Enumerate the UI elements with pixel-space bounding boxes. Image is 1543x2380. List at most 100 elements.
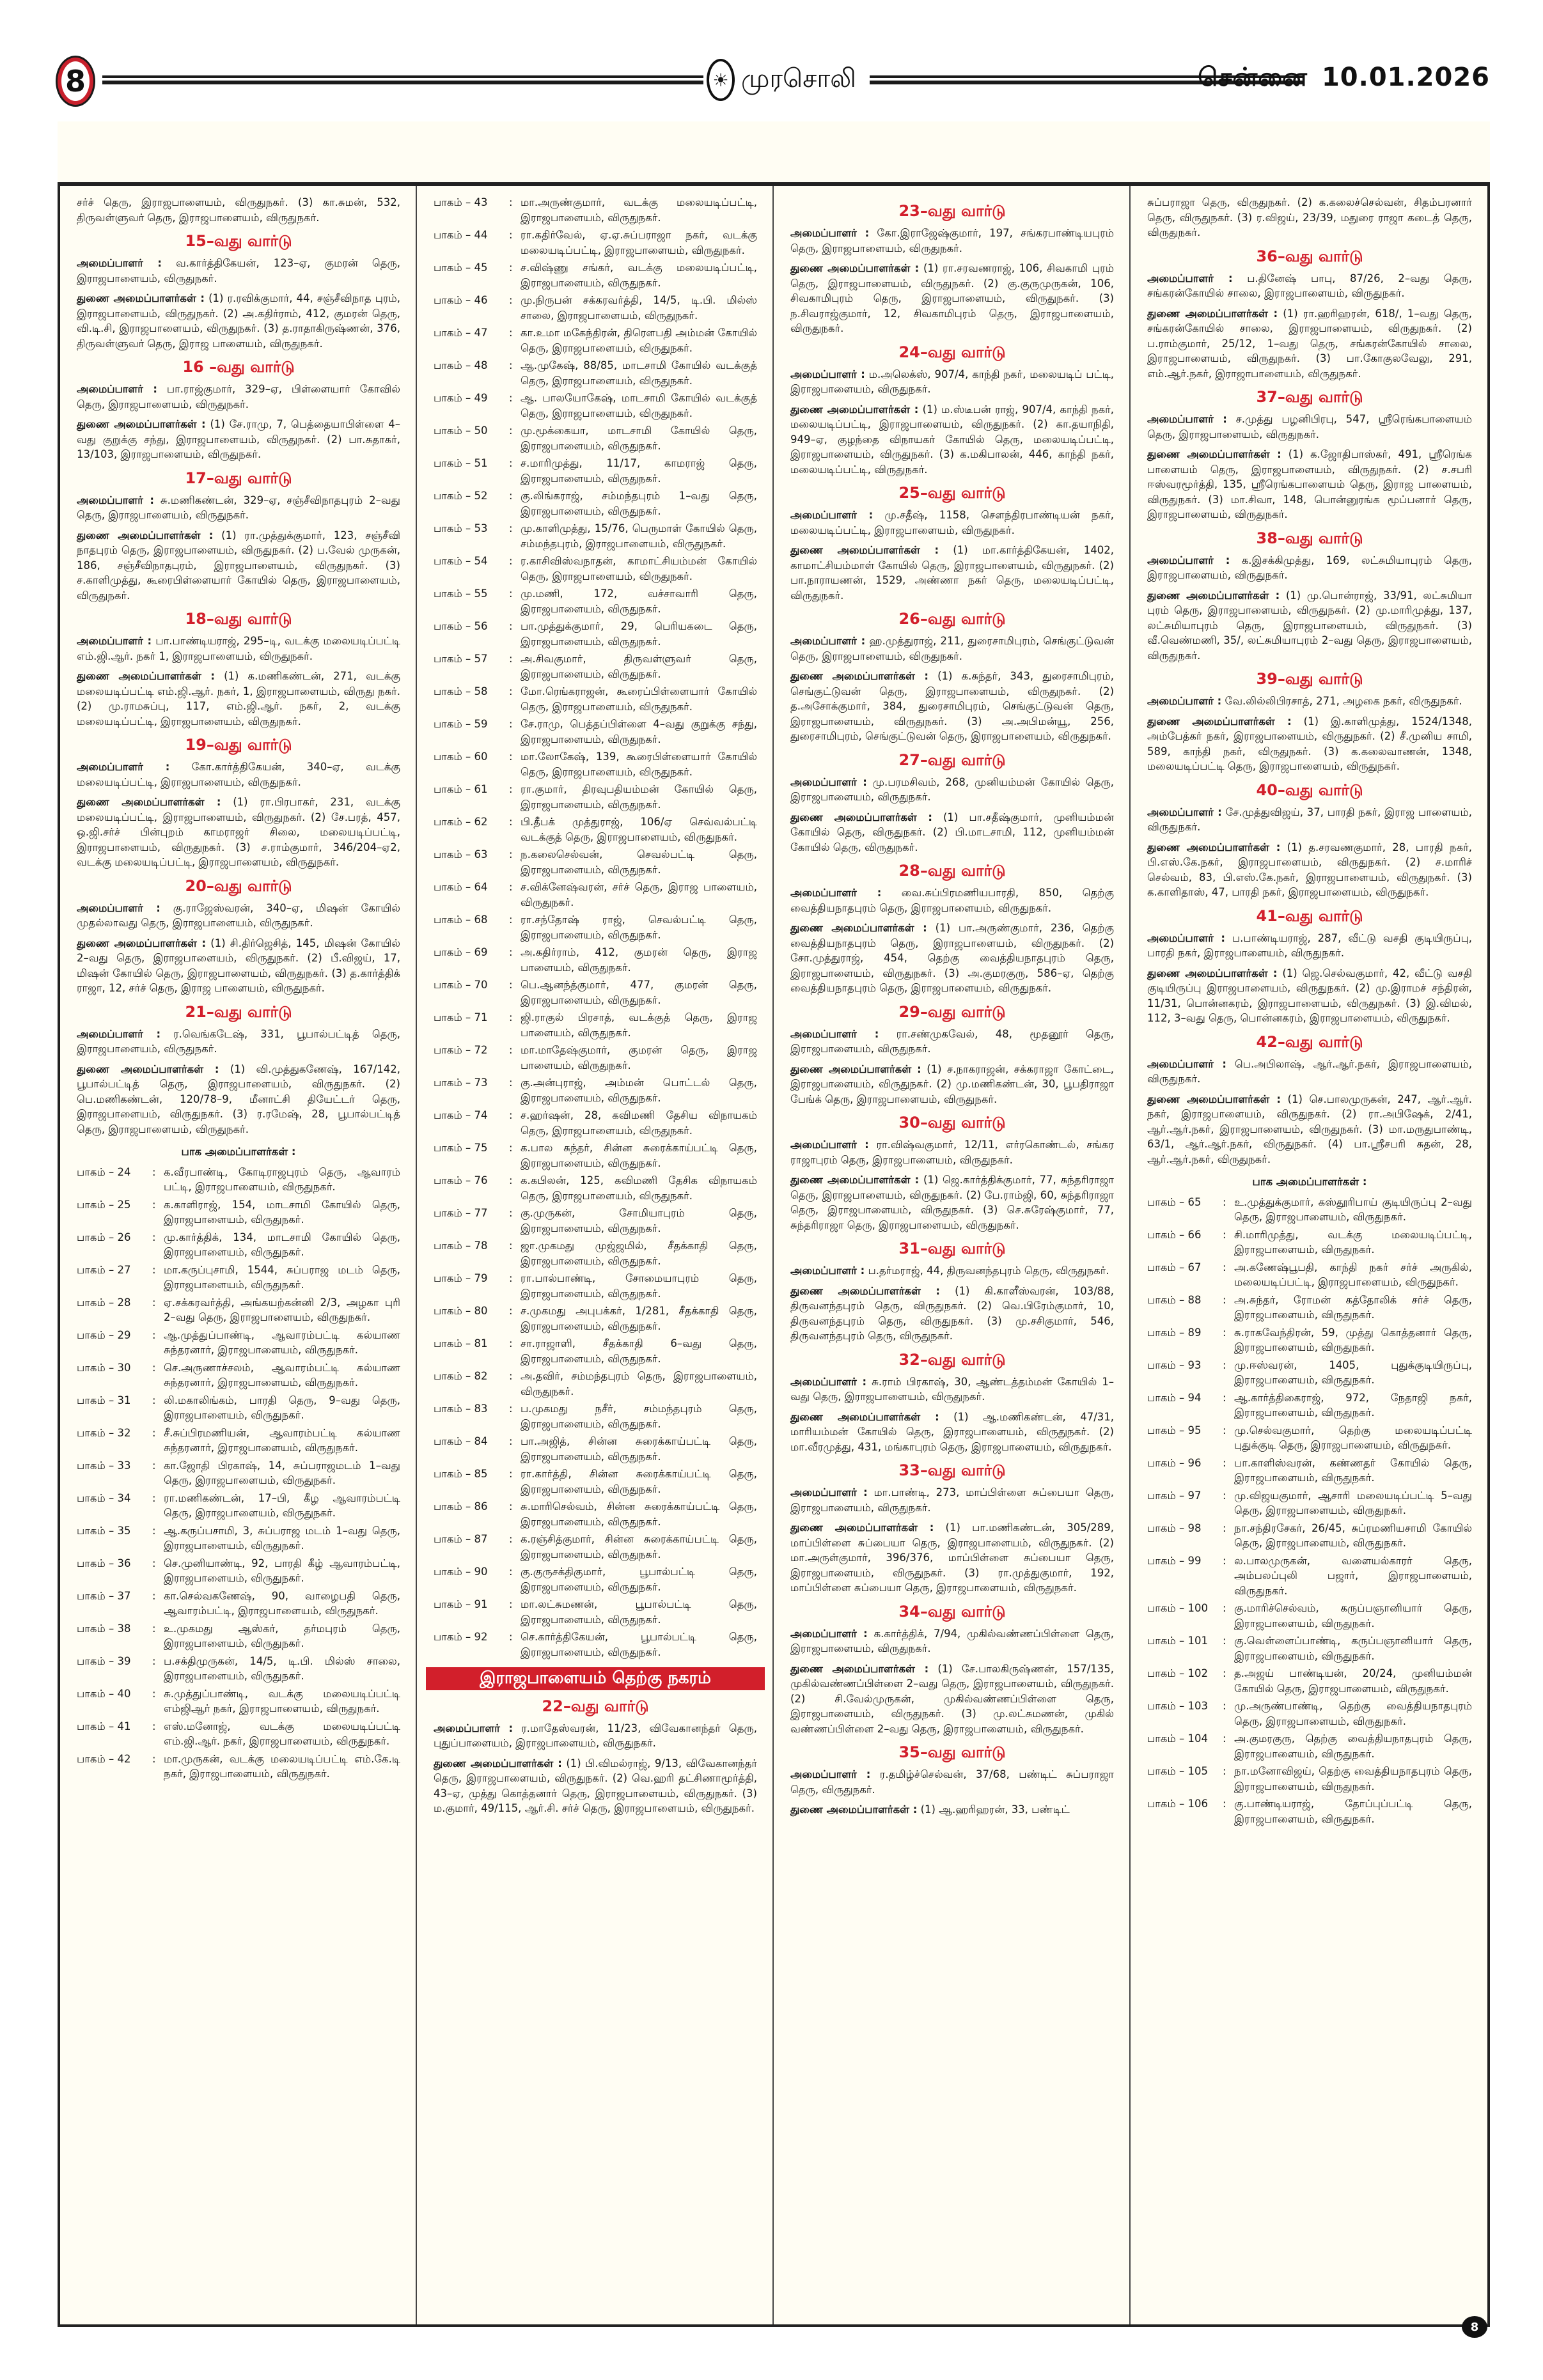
organizer-label: அமைப்பாளர் : (1147, 805, 1222, 818)
deputies-label: துணை அமைப்பாளர்கள் : (1147, 967, 1278, 979)
deputies-text: (1) ரா.சரவணராஜ், 106, சிவகாமி புரம் தெரு… (790, 262, 1114, 334)
booth-separator: : (152, 1589, 156, 1602)
booth-organizer: த.அஜய் பாண்டியன், 20/24, முனியம்மன் கோயி… (1234, 1667, 1472, 1695)
booth-row: பாகம் – 36: செ.முனியாண்டி, 92, பாரதி கீழ்… (77, 1556, 400, 1586)
organizer-text: க.இசக்கிமுத்து, 169, லட்சுமியாபுரம் தெரு… (1147, 554, 1473, 582)
booth-row: பாகம் – 81: சா.ராஜாளி, சீதக்காதி 6–வது தெ… (434, 1336, 757, 1366)
organizer-label: அமைப்பாளர் : (790, 368, 865, 380)
ward-title: 19–வது வார்டு (185, 736, 292, 754)
booth-organizer: மு.ஈஸ்வரன், 1405, புதுக்குடியிருப்பு, இர… (1234, 1358, 1472, 1387)
booth-number: பாகம் – 85 (434, 1466, 509, 1497)
booth-prefix: பாகம் – (1147, 1732, 1185, 1745)
booth-organizer: அ.சுந்தர், ரோமன் கத்தோலிக் சர்ச் தெரு, இ… (1234, 1293, 1472, 1321)
deputies-entry: துணை அமைப்பாளர்கள் : (1) பா.சதீஷ்குமார்,… (790, 810, 1114, 855)
booth-separator: : (152, 1394, 156, 1406)
booth-prefix: பாகம் – (1147, 1228, 1185, 1241)
booth-number: பாகம் – 86 (434, 1499, 509, 1529)
booth-prefix: பாகம் – (1147, 1489, 1185, 1502)
deputies-label: துணை அமைப்பாளர்கள் : (790, 1062, 921, 1075)
booth-prefix: பாகம் – (434, 587, 471, 600)
organizer-text: பா.ராஜ்குமார், 329–ஏ, பிள்ளையார் கோவில் … (77, 383, 400, 410)
booth-row: பாகம் – 54: ர.காசிவிஸ்வநாதன், காமாட்சியம்… (434, 554, 757, 584)
booth-separator: : (1223, 1261, 1226, 1273)
organizer-text: பெ.அபிலாஷ், ஆர்.ஆர்.நகர், இராஜபாளையம், வ… (1147, 1057, 1472, 1085)
booth-organizer: மா.முருகன், வடக்கு மலையடிப்பட்டி எம்.கே.… (164, 1752, 400, 1780)
organizer-entry: அமைப்பாளர் : மு.பரமசிவம், 268, முனியம்மன… (790, 775, 1114, 805)
ward-title: 26–வது வார்டு (898, 610, 1006, 628)
booth-no: 36 (117, 1557, 131, 1569)
booth-organizer: பா.காளிஸ்வரன், கண்ணதர் கோயில் தெரு, இராஜ… (1234, 1456, 1472, 1484)
booth-no: 72 (474, 1044, 488, 1056)
booth-prefix: பாகம் – (77, 1328, 114, 1341)
booth-number: பாகம் – 55 (434, 586, 509, 616)
booth-separator: : (1223, 1798, 1226, 1810)
booth-prefix: பாகம் – (434, 1598, 471, 1610)
booth-row: பாகம் – 83: ப.முகமது நசீர், சம்மந்தபுரம் … (434, 1401, 757, 1431)
booth-prefix: பாகம் – (434, 620, 471, 632)
booth-no: 79 (474, 1272, 488, 1284)
deputies-entry: துணை அமைப்பாளர்கள் : (1) கி.காளீஸ்வரன், … (790, 1284, 1114, 1344)
booth-prefix: பாகம் – (77, 1165, 114, 1178)
booth-organizer: ஏ.சக்கரவர்த்தி, அங்கயற்கன்னி 2/3, அழகா ப… (164, 1296, 400, 1324)
booth-prefix: பாகம் – (77, 1231, 114, 1243)
booth-no: 93 (1187, 1358, 1202, 1371)
booth-organizer: ஜா.முகமது முஜ்ஜமில், சீதக்காதி தெரு, இரா… (521, 1240, 757, 1267)
booth-row: பாகம் – 29: ஆ.முத்துப்பாண்டி, ஆவாரம்பட்டி… (77, 1328, 400, 1358)
deputies-text: (1) த.சரவணகுமார், 28, பாரதி நகர், பி.எஸ்… (1147, 841, 1473, 899)
booth-row: பாகம் – 89: சு.ராகவேந்திரன், 59, முத்து க… (1147, 1325, 1472, 1355)
booth-prefix: பாகம் – (1147, 1602, 1185, 1614)
deputies-entry: துணை அமைப்பாளர்கள் : (1) பி.விமல்ராஜ், 9… (434, 1756, 757, 1816)
ward-section: 39–வது வார்டு அமைப்பாளர் : வே.லில்லிபிரசா… (1147, 669, 1472, 774)
booth-separator: : (152, 1296, 156, 1309)
deputies-text: (1) ரா.முத்துக்குமார், 123, சஞ்சீவி நாதப… (77, 529, 400, 602)
booth-organizer: உ.முகமது ஆஸ்கர், தர்மபுரம் தெரு, இராஜபாள… (164, 1622, 400, 1650)
ward-title: 16 –வது வார்டு (182, 358, 295, 376)
booth-no: 92 (474, 1631, 488, 1643)
booth-prefix: பாகம் – (77, 1557, 114, 1569)
booth-prefix: பாகம் – (434, 881, 471, 893)
booth-no: 103 (1187, 1700, 1208, 1712)
booth-separator: : (509, 196, 513, 208)
booth-no: 61 (474, 783, 488, 795)
page-number-badge: 8 (58, 58, 93, 105)
organizer-entry: அமைப்பாளர் : கு.ராஜேஸ்வரன், 340–ஏ, மிஷன்… (77, 901, 400, 931)
organizer-label: அமைப்பாளர் : (790, 1264, 865, 1277)
deputies-entry: துணை அமைப்பாளர்கள் : (1) க.மணிகண்டன், 27… (77, 669, 400, 729)
deputies-entry: துணை அமைப்பாளர்கள் : (1) ஜெ.கார்த்திக்கு… (790, 1172, 1114, 1233)
booth-organizer: சு.ராகவேந்திரன், 59, முத்து கொத்தனார் தெ… (1234, 1326, 1472, 1354)
booth-row: பாகம் – 69: அ.கதிர்ராம், 412, குமரன் தெரு… (434, 945, 757, 975)
booth-separator: : (1223, 1358, 1226, 1371)
booth-separator: : (152, 1491, 156, 1504)
booth-organizer: அ.கணேஷ்பூபதி, காந்தி நகர் சர்ச் அருகில்,… (1234, 1261, 1472, 1289)
deputies-label: துணை அமைப்பாளர்கள் : (790, 922, 927, 934)
booth-number: பாகம் – 70 (434, 977, 509, 1007)
booth-organizer: பி.தீபக் முத்துராஜ், 106/ஏ செவ்வல்பட்டி … (521, 816, 757, 843)
booth-number: பாகம் – 97 (1147, 1488, 1223, 1518)
booth-separator: : (509, 1109, 513, 1121)
booth-row: பாகம் – 28: ஏ.சக்கரவர்த்தி, அங்கயற்கன்னி … (77, 1295, 400, 1325)
booth-no: 105 (1187, 1765, 1208, 1777)
booth-number: பாகம் – 57 (434, 651, 509, 681)
booth-prefix: பாகம் – (434, 751, 471, 763)
booth-separator: : (509, 1468, 513, 1480)
booth-row: பாகம் – 41: எஸ்.மனோஜ், வடக்கு மலையடிப்பட்… (77, 1719, 400, 1749)
booth-separator: : (509, 816, 513, 828)
organizer-entry: அமைப்பாளர் : ர.மாதேஸ்வரன், 11/23, விவேகா… (434, 1721, 757, 1751)
booth-prefix: பாகம் – (434, 229, 471, 241)
ward-section: 40–வது வார்டு அமைப்பாளர் : சே.முத்துவிஜய்… (1147, 781, 1472, 900)
ward-title: 40–வது வார்டு (1256, 781, 1363, 799)
organizer-label: அமைப்பாளர் : (77, 1027, 161, 1040)
booth-no: 98 (1187, 1521, 1202, 1534)
booth-no: 53 (474, 522, 488, 534)
booth-number: பாகம் – 99 (1147, 1553, 1223, 1599)
deputies-text: (1) ஆ.மணிகண்டன், 47/31, மாரியம்மன் கோயில… (790, 1410, 1114, 1453)
organizer-entry: அமைப்பாளர் : மா.பாண்டி, 273, மாப்பிள்ளை … (790, 1485, 1114, 1515)
booth-no: 38 (117, 1622, 131, 1635)
booth-prefix: பாகம் – (434, 1370, 471, 1382)
booth-prefix: பாகம் – (434, 1044, 471, 1056)
organizer-label: அமைப்பாளர் : (790, 227, 870, 239)
booth-organizer: ச.ஹர்ஷன், 28, கவிமணி தேசிய விநாயகம் தெரு… (521, 1109, 757, 1137)
booth-prefix: பாகம் – (434, 1174, 471, 1186)
booth-number: பாகம் – 104 (1147, 1731, 1223, 1761)
booth-number: பாகம் – 94 (1147, 1390, 1223, 1420)
